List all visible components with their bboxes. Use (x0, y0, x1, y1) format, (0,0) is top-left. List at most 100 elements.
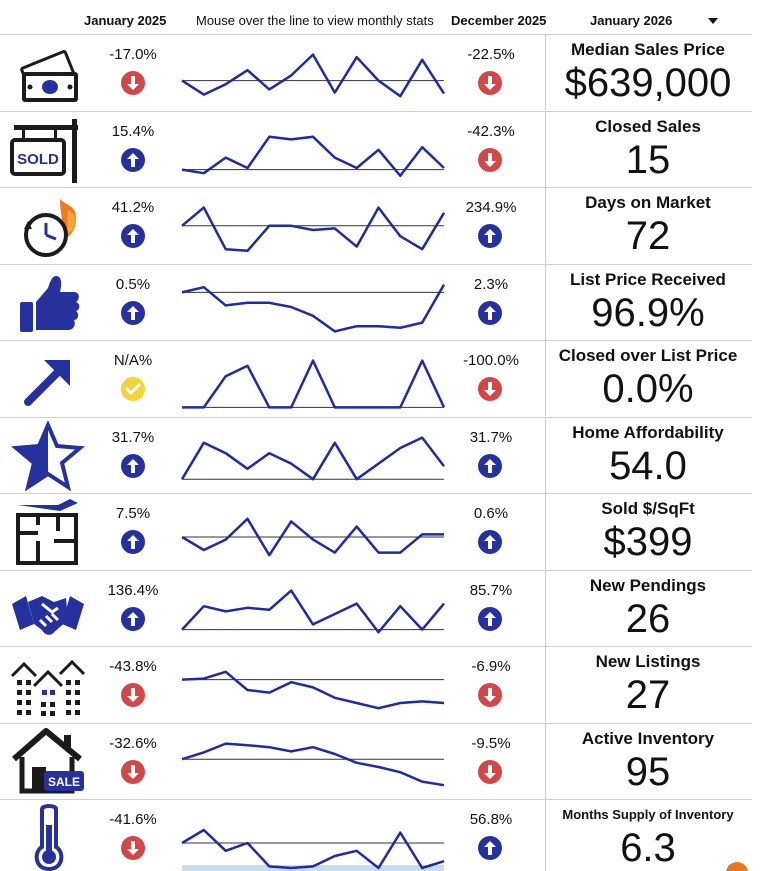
metric-label: Days on Market (585, 193, 711, 212)
metric-label: Closed over List Price (558, 346, 738, 365)
metric-row: 7.5% 0.6% Sold $/SqFt $399 (0, 493, 752, 569)
mom-change: -42.3% (467, 122, 515, 140)
row-divider (0, 187, 752, 188)
mom-change: -6.9% (471, 658, 511, 675)
trend-sparkline[interactable] (180, 799, 446, 871)
floor-plan-icon (8, 497, 88, 567)
help-badge[interactable] (726, 862, 748, 871)
metric-row: SOLD 15.4% -42.3% Closed Sales 15 (0, 110, 752, 187)
metric-label: Active Inventory (581, 728, 715, 748)
trend-sparkline[interactable] (180, 34, 446, 110)
metric-label: Sold $/SqFt (601, 499, 695, 518)
yoy-change: -43.8% (109, 658, 157, 675)
arrow-up-icon (478, 836, 502, 860)
metric-row: 136.4% 85.7% New Pendings 26 (0, 569, 752, 646)
arrow-down-icon (121, 683, 145, 707)
mom-change: -100.0% (463, 352, 519, 369)
metric-value: $399 (603, 520, 693, 564)
arrow-down-icon (121, 71, 145, 95)
column-divider (545, 416, 546, 493)
sold-sign-icon: SOLD (8, 115, 88, 185)
arrow-up-icon (478, 606, 502, 631)
trend-line (181, 741, 445, 786)
metric-label: New Pendings (589, 575, 707, 595)
metric-row: N/A% -100.0% Closed over List Price 0.0% (0, 340, 752, 416)
row-divider (0, 799, 752, 800)
arrow-down-icon (478, 377, 502, 401)
metric-row: 41.2% 234.9% Days on Market 72 (0, 187, 752, 263)
trend-line (181, 670, 445, 710)
trend-sparkline[interactable] (180, 646, 446, 722)
svg-text:SOLD: SOLD (17, 151, 59, 168)
money-icon (8, 38, 88, 108)
trend-sparkline[interactable] (180, 340, 446, 416)
trend-sparkline[interactable] (180, 264, 446, 340)
instruction-text: Mouse over the line to view monthly stat… (196, 13, 434, 28)
chevron-down-icon[interactable] (708, 18, 718, 24)
arrow-up-icon (121, 530, 145, 554)
period-select[interactable]: January 2026 (590, 13, 673, 28)
house-sale-icon: SALE (8, 727, 88, 797)
column-divider (545, 646, 546, 722)
arrow-down-icon (478, 147, 502, 172)
trend-line (181, 53, 446, 98)
trend-line (181, 588, 445, 633)
check-icon (121, 377, 145, 401)
metric-label: New Listings (595, 652, 701, 671)
column-divider (545, 263, 546, 340)
metric-value: 15 (625, 137, 671, 182)
metric-label: List Price Received (570, 269, 726, 289)
trend-line (182, 359, 446, 409)
trend-line (181, 135, 445, 177)
arrow-down-icon (478, 759, 502, 784)
metric-row: 31.7% 31.7% Home Affordability 54.0 (0, 416, 752, 493)
metric-row: SALE -32.6% -9.5% Active Inventory 95 (0, 722, 752, 799)
clock-fire-icon (8, 191, 88, 261)
arrow-down-icon (121, 759, 145, 784)
column-divider (545, 34, 546, 110)
trend-line (181, 206, 446, 253)
mom-change: 56.8% (469, 811, 513, 828)
trend-sparkline[interactable] (180, 111, 446, 187)
metric-value: 95 (625, 749, 671, 794)
svg-text:SALE: SALE (48, 775, 80, 789)
arrow-down-icon (478, 71, 502, 95)
mom-change: -9.5% (471, 734, 511, 752)
yoy-change: 15.4% (111, 122, 155, 140)
metric-label: Home Affordability (572, 422, 724, 442)
trend-sparkline[interactable] (180, 723, 446, 799)
diagonal-arrow-icon (8, 344, 88, 414)
row-divider (0, 340, 752, 341)
yoy-change: N/A% (113, 352, 153, 369)
metric-label: Median Sales Price (570, 40, 726, 59)
end-period-label: December 2025 (451, 13, 547, 28)
metric-row: 0.5% 2.3% List Price Received 96.9% (0, 263, 752, 340)
trend-line (181, 283, 446, 333)
metric-value: 96.9% (591, 290, 705, 335)
arrow-up-icon (478, 453, 502, 478)
mom-change: 85.7% (469, 581, 513, 599)
trend-sparkline[interactable] (180, 493, 446, 569)
thumbs-up-icon (8, 268, 88, 338)
metric-value: 6.3 (620, 826, 676, 870)
column-divider (545, 493, 546, 569)
arrow-down-icon (478, 683, 502, 707)
row-divider (0, 263, 752, 265)
handshake-icon (8, 574, 88, 644)
yoy-change: 41.2% (111, 199, 155, 216)
trend-sparkline[interactable] (180, 417, 446, 493)
trend-sparkline[interactable] (180, 570, 446, 646)
arrow-up-icon (478, 224, 502, 248)
arrow-up-icon (121, 453, 145, 478)
yoy-change: 31.7% (111, 428, 155, 446)
arrow-up-icon (121, 147, 145, 172)
mom-change: 234.9% (465, 199, 517, 216)
metric-label: Months Supply of Inventory (562, 807, 734, 822)
row-divider (0, 110, 752, 112)
trend-sparkline[interactable] (180, 187, 446, 263)
row-divider (0, 34, 752, 35)
row-divider (0, 416, 752, 418)
arrow-up-icon (478, 300, 502, 325)
yoy-change: -17.0% (109, 46, 157, 63)
arrow-up-icon (121, 300, 145, 325)
